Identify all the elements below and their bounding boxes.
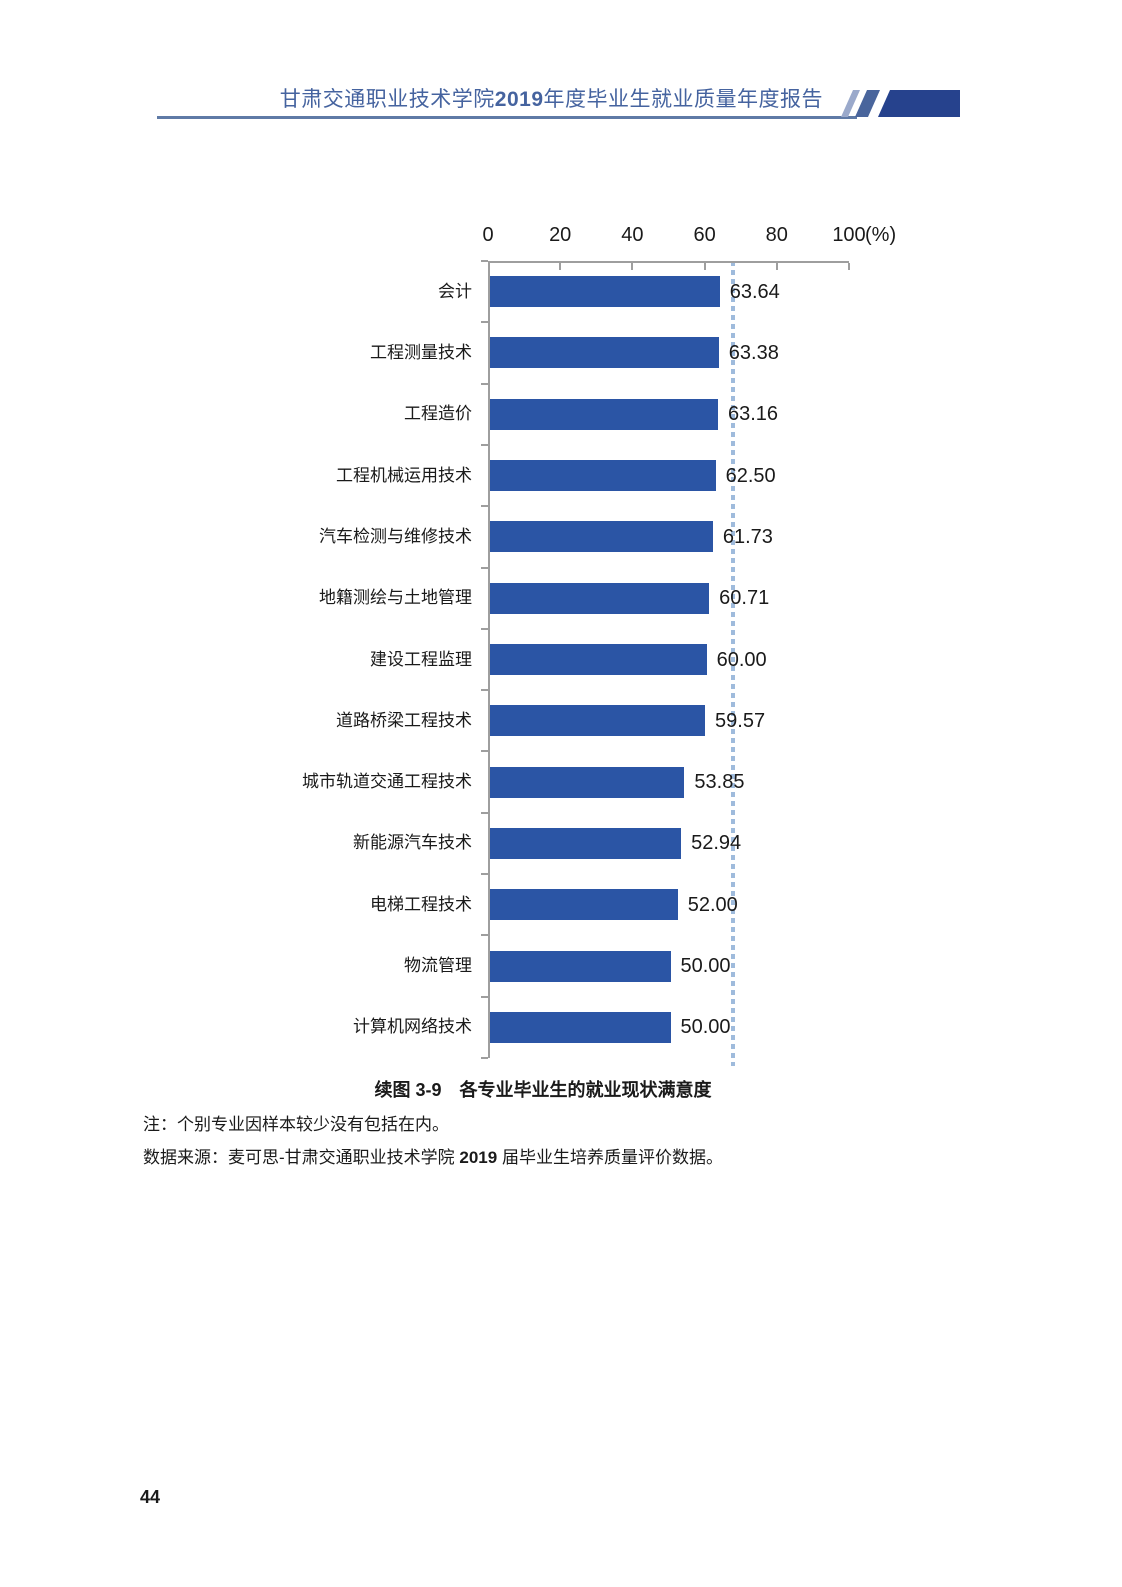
bar [490,644,707,675]
header-title-year: 2019 [494,88,544,111]
value-label: 63.64 [729,280,780,303]
category-label: 城市轨道交通工程技术 [302,772,472,792]
category-label: 计算机网络技术 [353,1017,472,1037]
category-label: 会计 [438,281,472,301]
source-suffix: 届毕业生培养质量评价数据。 [497,1148,723,1167]
value-label: 63.16 [728,403,779,426]
x-axis-tick [703,263,706,270]
x-axis-tick-label: 0 [482,224,494,246]
page-header-title: 甘肃交通职业技术学院2019年度毕业生就业质量年度报告 [157,86,823,114]
category-label: 物流管理 [404,956,472,976]
bar [490,582,710,614]
header-deco-block [878,90,960,117]
value-label: 52.94 [691,832,742,855]
source-year: 2019 [459,1148,498,1167]
category-axis-tick [481,1057,488,1059]
value-label: 63.38 [728,341,779,364]
value-label: 60.00 [716,648,767,671]
category-axis-tick [481,689,488,692]
category-label: 工程造价 [404,404,472,424]
bar [490,827,682,859]
x-axis-tick [848,263,850,270]
category-label: 工程测量技术 [370,342,472,362]
value-label: 52.00 [687,893,738,916]
chart-source: 数据来源：麦可思-甘肃交通职业技术学院 2019 届毕业生培养质量评价数据。 [143,1147,723,1169]
category-axis-tick [481,260,488,262]
category-axis-tick [481,443,488,446]
header-title-prefix: 甘肃交通职业技术学院 [279,88,495,111]
category-label: 汽车检测与维修技术 [319,526,472,546]
x-axis-tick-label: 80 [765,224,788,246]
value-label: 50.00 [680,1016,731,1039]
value-label: 59.57 [715,709,766,732]
category-axis-tick [481,934,488,937]
bar [490,276,720,308]
bar [490,1011,671,1043]
x-axis-tick [631,263,634,270]
x-axis-tick-label: 40 [621,224,644,246]
x-axis-tick-label: 100 [832,224,866,246]
category-label: 电梯工程技术 [370,894,472,914]
header-title-suffix: 年度毕业生就业质量年度报告 [543,88,823,111]
category-label: 工程机械运用技术 [336,465,472,485]
x-axis-tick-label: 60 [693,224,716,246]
x-axis-tick [559,263,562,270]
category-axis-tick [481,873,488,876]
value-label: 60.71 [719,587,770,610]
source-prefix: 数据来源：麦可思-甘肃交通职业技术学院 [143,1148,460,1167]
category-axis-tick [481,995,488,998]
value-label: 61.73 [722,525,773,548]
reference-line [731,261,736,1066]
value-label: 62.50 [725,464,776,487]
category-label: 新能源汽车技术 [353,833,472,853]
category-axis-tick [481,750,488,753]
value-label: 53.85 [694,771,745,794]
bar [490,766,685,798]
bar [490,398,718,430]
category-axis-tick [481,627,488,630]
category-axis-tick [481,811,488,814]
chart-caption: 续图 3-9 各专业毕业生的就业现状满意度 [374,1080,712,1100]
category-label: 地籍测绘与土地管理 [319,588,472,608]
category-axis-tick [481,566,488,569]
bar [490,705,706,737]
category-axis-tick [481,382,488,385]
plot-area [488,261,849,1058]
bar [490,460,716,492]
x-axis-tick [775,263,778,270]
header-rule-line [157,116,857,119]
x-axis-unit-label: (%) [865,224,897,246]
x-axis-tick-label: 20 [549,224,572,246]
category-label: 建设工程监理 [370,649,472,669]
page-number: 44 [140,1487,161,1507]
chart-note: 注：个别专业因样本较少没有包括在内。 [143,1115,449,1134]
bar [490,521,713,553]
bar [490,950,671,982]
bar [490,337,719,369]
category-label: 道路桥梁工程技术 [336,710,472,730]
value-label: 50.00 [680,955,731,978]
bar [490,889,678,921]
category-axis-tick [481,505,488,508]
category-axis-tick [481,321,488,324]
